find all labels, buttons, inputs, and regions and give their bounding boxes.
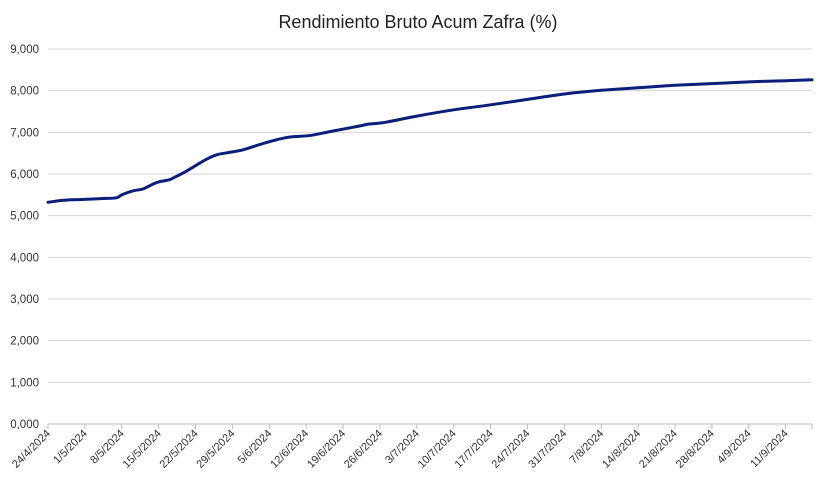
x-tick-label: 21/8/2024 [637, 428, 680, 471]
x-tick-label: 11/9/2024 [748, 428, 791, 471]
x-tick-label: 29/5/2024 [194, 428, 237, 471]
data-point [272, 138, 276, 142]
data-point [167, 178, 171, 182]
data-point [130, 189, 134, 193]
data-point [452, 108, 456, 112]
data-point [151, 182, 155, 186]
x-tick-label: 22/5/2024 [158, 428, 201, 471]
x-tick-label: 24/4/2024 [10, 428, 53, 471]
x-tick-label: 17/7/2024 [453, 428, 496, 471]
data-point [710, 81, 714, 85]
data-point [283, 136, 287, 140]
series-lines [46, 78, 814, 204]
data-point [225, 151, 229, 155]
x-tick-label: 14/8/2024 [600, 428, 643, 471]
data-point [525, 97, 529, 101]
x-tick-label: 12/6/2024 [268, 428, 311, 471]
data-point [214, 153, 218, 157]
data-point [357, 124, 361, 128]
x-axis: 24/4/20241/5/20248/5/202415/5/202422/5/2… [10, 423, 813, 471]
data-point [114, 196, 118, 200]
data-point [415, 114, 419, 118]
data-point [141, 187, 145, 191]
data-point [367, 122, 371, 126]
data-point [747, 80, 751, 84]
data-point [599, 88, 603, 92]
data-point [204, 157, 208, 161]
x-tick-label: 31/7/2024 [526, 428, 569, 471]
data-point [673, 83, 677, 87]
data-point [783, 78, 787, 82]
y-tick-label: 8,000 [10, 86, 39, 98]
y-tick-label: 4,000 [10, 252, 39, 264]
data-point [83, 197, 87, 201]
data-point [120, 193, 124, 197]
y-tick-label: 7,000 [10, 127, 39, 139]
data-point [309, 133, 313, 137]
data-point [172, 175, 176, 179]
y-tick-label: 5,000 [10, 211, 39, 223]
data-point [330, 129, 334, 133]
y-tick-label: 9,000 [10, 44, 39, 56]
y-tick-label: 2,000 [10, 336, 39, 348]
y-axis-tick-labels: 0,000 1,000 2,000 3,000 4,000 5,000 6,000 7,000… [10, 44, 39, 431]
data-point [293, 134, 297, 138]
series-line [46, 78, 814, 204]
data-point [257, 143, 261, 147]
data-point [193, 163, 197, 167]
data-point [383, 120, 387, 124]
y-tick-label: 3,000 [10, 294, 39, 306]
x-tick-label: 1/5/2024 [51, 428, 90, 467]
y-tick-label: 0,000 [10, 419, 39, 431]
data-point [241, 148, 245, 152]
data-point [810, 78, 814, 82]
data-point [183, 170, 187, 174]
data-point [562, 92, 566, 96]
data-point [488, 103, 492, 107]
x-tick-label: 24/7/2024 [490, 428, 533, 471]
gridlines [48, 48, 812, 383]
data-point [46, 200, 50, 204]
x-tick-label: 28/8/2024 [674, 428, 717, 471]
x-tick-label: 19/6/2024 [305, 428, 348, 471]
y-tick-label: 6,000 [10, 169, 39, 181]
data-point [636, 86, 640, 90]
x-tick-label: 15/5/2024 [121, 428, 164, 471]
data-point [62, 198, 66, 202]
x-tick-label: 26/6/2024 [342, 428, 385, 471]
data-point [156, 180, 160, 184]
y-tick-label: 1,000 [10, 377, 39, 389]
x-tick-label: 10/7/2024 [416, 428, 459, 471]
data-point [146, 184, 150, 188]
data-point [98, 196, 102, 200]
chart-title: Rendimiento Bruto Acum Zafra (%) [278, 12, 557, 32]
